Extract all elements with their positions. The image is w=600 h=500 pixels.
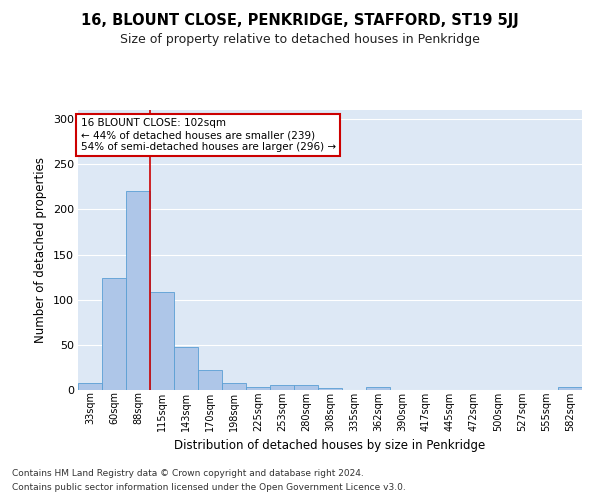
Y-axis label: Number of detached properties: Number of detached properties <box>34 157 47 343</box>
Bar <box>222 383 246 390</box>
Text: Contains public sector information licensed under the Open Government Licence v3: Contains public sector information licen… <box>12 484 406 492</box>
Text: 16, BLOUNT CLOSE, PENKRIDGE, STAFFORD, ST19 5JJ: 16, BLOUNT CLOSE, PENKRIDGE, STAFFORD, S… <box>81 12 519 28</box>
Bar <box>102 278 126 390</box>
Text: Contains HM Land Registry data © Crown copyright and database right 2024.: Contains HM Land Registry data © Crown c… <box>12 468 364 477</box>
Bar <box>270 386 294 390</box>
Bar <box>150 292 174 390</box>
Bar <box>318 388 342 390</box>
Text: Size of property relative to detached houses in Penkridge: Size of property relative to detached ho… <box>120 32 480 46</box>
Bar <box>558 388 582 390</box>
Bar <box>246 388 270 390</box>
Bar <box>366 388 390 390</box>
Bar <box>174 346 198 390</box>
X-axis label: Distribution of detached houses by size in Penkridge: Distribution of detached houses by size … <box>175 439 485 452</box>
Bar <box>126 192 150 390</box>
Text: 16 BLOUNT CLOSE: 102sqm
← 44% of detached houses are smaller (239)
54% of semi-d: 16 BLOUNT CLOSE: 102sqm ← 44% of detache… <box>80 118 335 152</box>
Bar <box>198 370 222 390</box>
Bar <box>294 386 318 390</box>
Bar <box>78 383 102 390</box>
